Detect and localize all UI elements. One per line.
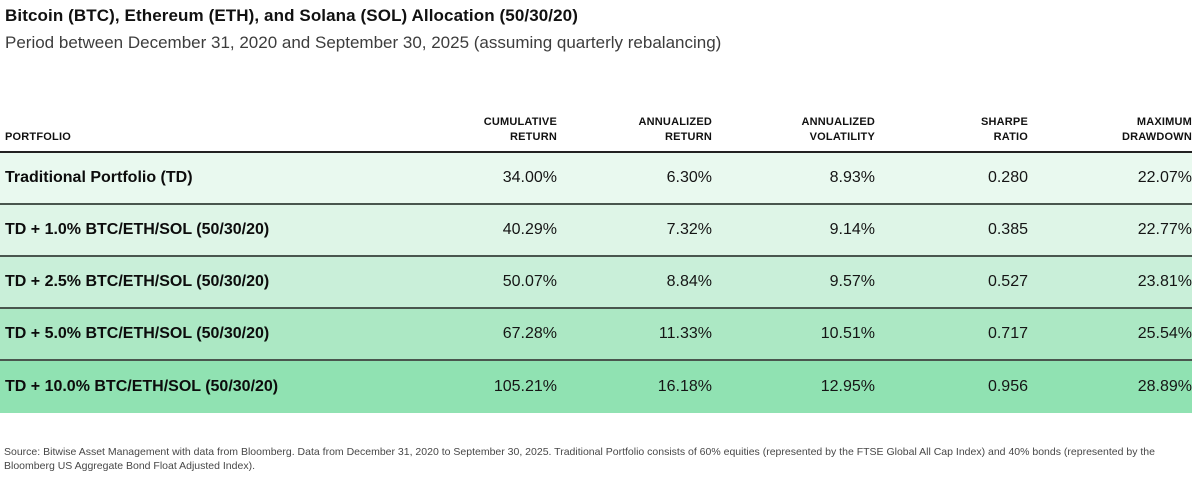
figure-header: Bitcoin (BTC), Ethereum (ETH), and Solan… [0,0,1199,53]
cell-annualized-volatility: 9.57% [829,272,875,290]
cell-sharpe-ratio: 0.527 [987,272,1028,290]
cell-cumulative-return: 105.21% [493,377,557,395]
table-row-5pct: TD + 5.0% BTC/ETH/SOL (50/30/20) 67.28% … [0,308,1192,361]
cell-cumulative-return: 40.29% [502,220,557,238]
cell-maximum-drawdown: 25.54% [1137,324,1192,342]
col-header-portfolio: PORTFOLIO [5,130,71,143]
table-row-10pct: TD + 10.0% BTC/ETH/SOL (50/30/20) 105.21… [0,360,1192,413]
col-header-annualized-volatility: ANNUALIZED VOLATILITY [801,116,875,143]
cell-maximum-drawdown: 22.07% [1137,168,1192,186]
cell-maximum-drawdown: 28.89% [1137,377,1192,395]
cell-sharpe-ratio: 0.280 [987,168,1028,186]
cell-cumulative-return: 34.00% [502,168,557,186]
cell-annualized-volatility: 9.14% [829,220,875,238]
cell-sharpe-ratio: 0.956 [987,377,1028,395]
cell-sharpe-ratio: 0.385 [987,220,1028,238]
cell-annualized-volatility: 12.95% [820,377,875,395]
table-header-row: PORTFOLIO CUMULATIVE RETURN ANNUALIZED R… [0,115,1192,153]
source-note: Source: Bitwise Asset Management with da… [4,445,1155,472]
table-row-1pct: TD + 1.0% BTC/ETH/SOL (50/30/20) 40.29% … [0,204,1192,257]
col-header-cumulative-return: CUMULATIVE RETURN [483,116,557,143]
col-header-maximum-drawdown: MAXIMUM DRAWDOWN [1121,116,1192,143]
page-title: Bitcoin (BTC), Ethereum (ETH), and Solan… [5,6,578,25]
page-subtitle: Period between December 31, 2020 and Sep… [5,33,722,52]
performance-table: PORTFOLIO CUMULATIVE RETURN ANNUALIZED R… [0,115,1199,413]
col-header-annualized-return: ANNUALIZED RETURN [638,116,712,143]
cell-portfolio-name: TD + 10.0% BTC/ETH/SOL (50/30/20) [5,377,279,395]
cell-portfolio-name: Traditional Portfolio (TD) [5,168,193,186]
cell-annualized-volatility: 10.51% [820,324,875,342]
cell-annualized-return: 7.32% [666,220,712,238]
cell-portfolio-name: TD + 2.5% BTC/ETH/SOL (50/30/20) [5,272,270,290]
cell-portfolio-name: TD + 1.0% BTC/ETH/SOL (50/30/20) [5,220,270,238]
cell-annualized-return: 16.18% [657,377,712,395]
col-header-sharpe-ratio: SHARPE RATIO [980,116,1028,143]
table-row-traditional: Traditional Portfolio (TD) 34.00% 6.30% … [0,152,1192,205]
cell-cumulative-return: 50.07% [502,272,557,290]
cell-annualized-return: 11.33% [658,324,712,342]
cell-annualized-return: 8.84% [666,272,712,290]
cell-annualized-return: 6.30% [666,168,712,186]
cell-annualized-volatility: 8.93% [829,168,875,186]
cell-cumulative-return: 67.28% [502,324,557,342]
cell-maximum-drawdown: 23.81% [1137,272,1192,290]
table-row-2-5pct: TD + 2.5% BTC/ETH/SOL (50/30/20) 50.07% … [0,256,1192,309]
cell-portfolio-name: TD + 5.0% BTC/ETH/SOL (50/30/20) [5,324,270,342]
cell-maximum-drawdown: 22.77% [1137,220,1192,238]
cell-sharpe-ratio: 0.717 [987,324,1028,342]
